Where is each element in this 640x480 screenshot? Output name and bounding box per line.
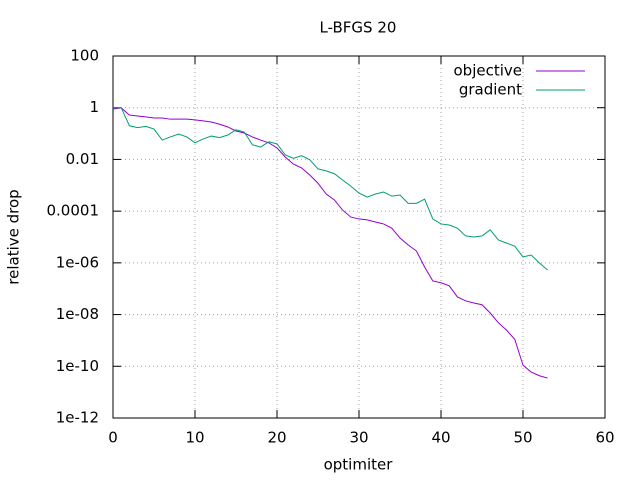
x-tick-label: 10 — [185, 429, 204, 447]
y-tick-label: 1e-10 — [56, 357, 99, 375]
y-tick-label: 0.0001 — [47, 202, 100, 220]
plot-border — [112, 55, 606, 419]
x-tick-label: 40 — [431, 429, 450, 447]
y-tick-label: 1e-12 — [56, 409, 99, 427]
x-axis-label: optimiter — [324, 456, 394, 474]
chart-title: L-BFGS 20 — [320, 19, 397, 37]
x-tick-label: 60 — [595, 429, 614, 447]
legend-label: objective — [454, 62, 523, 80]
x-tick-label: 0 — [108, 429, 118, 447]
y-tick-label: 100 — [70, 47, 99, 65]
data-line — [112, 107, 548, 379]
y-tick-label: 1e-08 — [56, 305, 99, 323]
data-line — [113, 107, 548, 271]
y-tick-label: 1 — [89, 98, 99, 116]
legend-label: gradient — [459, 81, 522, 99]
y-axis-label: relative drop — [5, 189, 23, 284]
x-tick-label: 30 — [349, 429, 368, 447]
y-tick-label: 1e-06 — [56, 253, 99, 271]
y-tick-label: 0.01 — [66, 150, 99, 168]
x-tick-label: 20 — [267, 429, 286, 447]
x-tick-label: 50 — [513, 429, 532, 447]
